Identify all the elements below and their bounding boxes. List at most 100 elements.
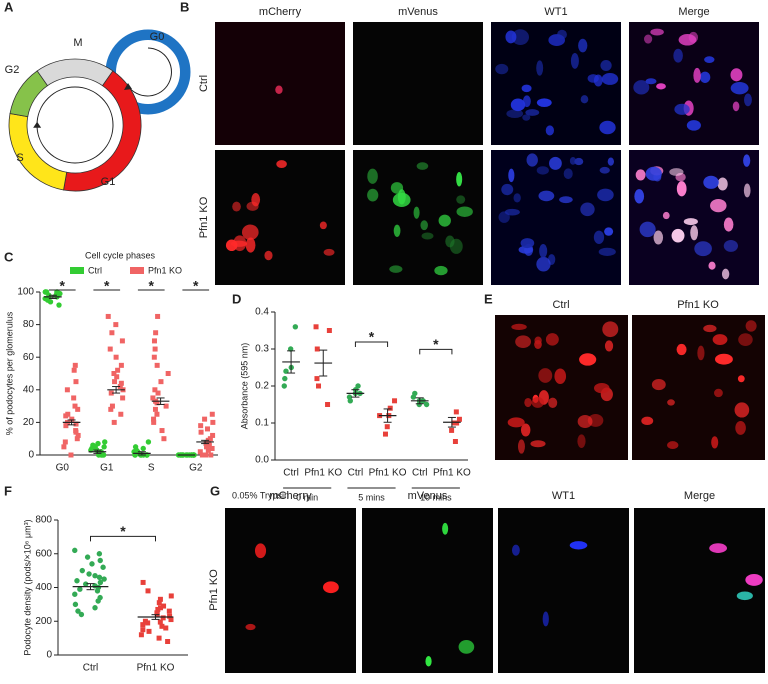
- point: [208, 452, 214, 458]
- point: [206, 442, 212, 448]
- cell: [633, 80, 650, 95]
- point: [210, 419, 216, 425]
- point: [69, 416, 75, 422]
- cell: [693, 67, 701, 83]
- point: [84, 554, 91, 560]
- cell: [634, 189, 645, 204]
- point: [454, 420, 460, 426]
- point: [197, 449, 203, 455]
- cell: [416, 162, 429, 170]
- cell: [683, 218, 698, 226]
- point: [204, 426, 210, 432]
- panel-label: C: [4, 249, 14, 264]
- cell: [730, 68, 743, 82]
- point: [198, 423, 204, 429]
- cell: [674, 103, 690, 115]
- cell: [717, 177, 728, 191]
- point: [145, 620, 151, 626]
- cell: [539, 243, 548, 258]
- point: [74, 436, 80, 442]
- point: [64, 387, 70, 393]
- row-label: Pfn1 KO: [198, 196, 210, 238]
- x-tick-label: Ctrl: [412, 468, 428, 479]
- cell: [389, 265, 403, 273]
- y-tick-label: 0.0: [255, 455, 269, 466]
- phase-label: M: [73, 37, 82, 49]
- cell: [559, 196, 573, 204]
- point: [156, 635, 162, 641]
- point: [199, 452, 205, 458]
- y-tick-label: 20: [23, 417, 35, 428]
- point: [138, 632, 144, 638]
- point: [165, 371, 171, 376]
- y-tick-label: 0.2: [255, 381, 269, 392]
- point: [154, 411, 160, 417]
- cell: [593, 383, 610, 394]
- point: [157, 596, 163, 602]
- cell: [264, 250, 273, 261]
- point: [281, 383, 287, 389]
- point: [145, 439, 152, 445]
- cell: [413, 206, 420, 219]
- cell: [534, 340, 542, 349]
- point: [115, 367, 121, 373]
- cell: [525, 109, 540, 116]
- panel-label: F: [4, 483, 12, 498]
- cell: [549, 156, 562, 170]
- sig-bracket: [354, 341, 389, 347]
- point: [78, 611, 85, 618]
- cell: [743, 154, 751, 167]
- cell: [577, 415, 593, 428]
- point: [347, 398, 353, 404]
- sig-bracket: [419, 348, 453, 355]
- point: [140, 627, 146, 633]
- x-tick-label: Pfn1 KO: [304, 468, 342, 479]
- cell: [522, 114, 531, 121]
- y-tick-label: 400: [35, 582, 52, 593]
- point: [92, 572, 98, 579]
- cell: [421, 232, 434, 240]
- point: [154, 362, 160, 368]
- cell: [599, 120, 616, 135]
- point: [416, 401, 422, 408]
- legend-label: Pfn1 KO: [148, 265, 182, 275]
- point: [101, 444, 107, 450]
- point: [105, 313, 111, 319]
- cell: [531, 396, 545, 408]
- cell: [650, 28, 664, 36]
- point: [113, 322, 119, 328]
- column-title: mVenus: [398, 6, 438, 18]
- point: [325, 402, 331, 407]
- y-tick-label: 60: [23, 352, 35, 363]
- cell: [511, 29, 530, 46]
- cell: [607, 157, 614, 166]
- point: [118, 362, 124, 368]
- point: [153, 330, 159, 336]
- cell: [569, 541, 588, 550]
- point: [152, 346, 158, 352]
- cell: [737, 375, 745, 383]
- cell: [730, 81, 749, 95]
- cell: [521, 84, 532, 93]
- cell: [520, 423, 531, 437]
- cell: [656, 83, 666, 90]
- cell: [511, 323, 527, 331]
- cell: [233, 235, 247, 252]
- point: [155, 313, 161, 319]
- column-title: Ctrl: [552, 299, 569, 311]
- point: [198, 429, 204, 435]
- x-tick-label: Ctrl: [83, 663, 99, 674]
- cell: [653, 230, 664, 245]
- point: [56, 302, 62, 308]
- point: [287, 346, 294, 352]
- cell: [651, 378, 666, 391]
- point: [102, 439, 108, 445]
- cell: [501, 183, 514, 196]
- cell: [635, 169, 646, 181]
- cell: [323, 248, 335, 256]
- point: [384, 424, 390, 430]
- point: [204, 444, 210, 450]
- point: [392, 398, 398, 404]
- point: [282, 375, 288, 382]
